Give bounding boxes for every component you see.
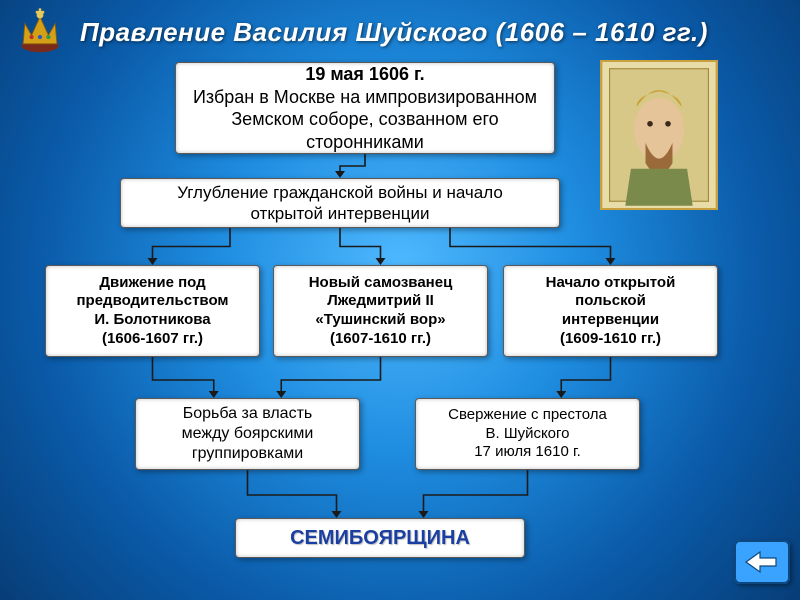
box-line: (1607-1610 гг.): [330, 330, 431, 349]
box-line: Избран в Москве на импровизированном: [193, 86, 537, 109]
box-line: между боярскими: [182, 424, 314, 444]
box-line: Свержение с престола: [448, 406, 607, 425]
box-line: Новый самозванец: [309, 274, 453, 293]
box-line: предводительством: [76, 292, 228, 311]
box-line: группировками: [192, 444, 303, 464]
flow-box-b8: СЕМИБОЯРЩИНА: [235, 518, 525, 558]
box-line: Борьба за власть: [183, 404, 312, 424]
box-line: интервенции: [562, 311, 659, 330]
box-line: открытой интервенции: [250, 203, 429, 224]
box-line: Лжедмитрий II: [327, 292, 434, 311]
box-line: Начало открытой: [546, 274, 676, 293]
box-line: 19 мая 1606 г.: [305, 63, 424, 86]
flow-box-b6: Борьба за властьмежду боярскимигруппиров…: [135, 398, 360, 470]
box-line: Земском соборе, созванном его: [231, 108, 498, 131]
box-line: И. Болотникова: [94, 311, 210, 330]
flow-box-b3: Движение подпредводительствомИ. Болотник…: [45, 265, 260, 357]
flow-box-b4: Новый самозванецЛжедмитрий II«Тушинский …: [273, 265, 488, 357]
box-line: польской: [575, 292, 646, 311]
flow-box-b1: 19 мая 1606 г.Избран в Москве на импрови…: [175, 62, 555, 154]
box-line: Движение под: [99, 274, 205, 293]
box-line: сторонниками: [306, 131, 424, 154]
flow-box-b7: Свержение с престолаВ. Шуйского17 июля 1…: [415, 398, 640, 470]
box-line: В. Шуйского: [485, 425, 569, 444]
box-line: (1606-1607 гг.): [102, 330, 203, 349]
box-line: «Тушинский вор»: [315, 311, 445, 330]
box-line: СЕМИБОЯРЩИНА: [290, 526, 470, 551]
flow-box-b2: Углубление гражданской войны и началоотк…: [120, 178, 560, 228]
flow-box-b5: Начало открытойпольскойинтервенции(1609-…: [503, 265, 718, 357]
box-line: (1609-1610 гг.): [560, 330, 661, 349]
box-line: Углубление гражданской войны и начало: [177, 182, 503, 203]
back-button[interactable]: [734, 540, 790, 584]
box-line: 17 июля 1610 г.: [474, 443, 581, 462]
